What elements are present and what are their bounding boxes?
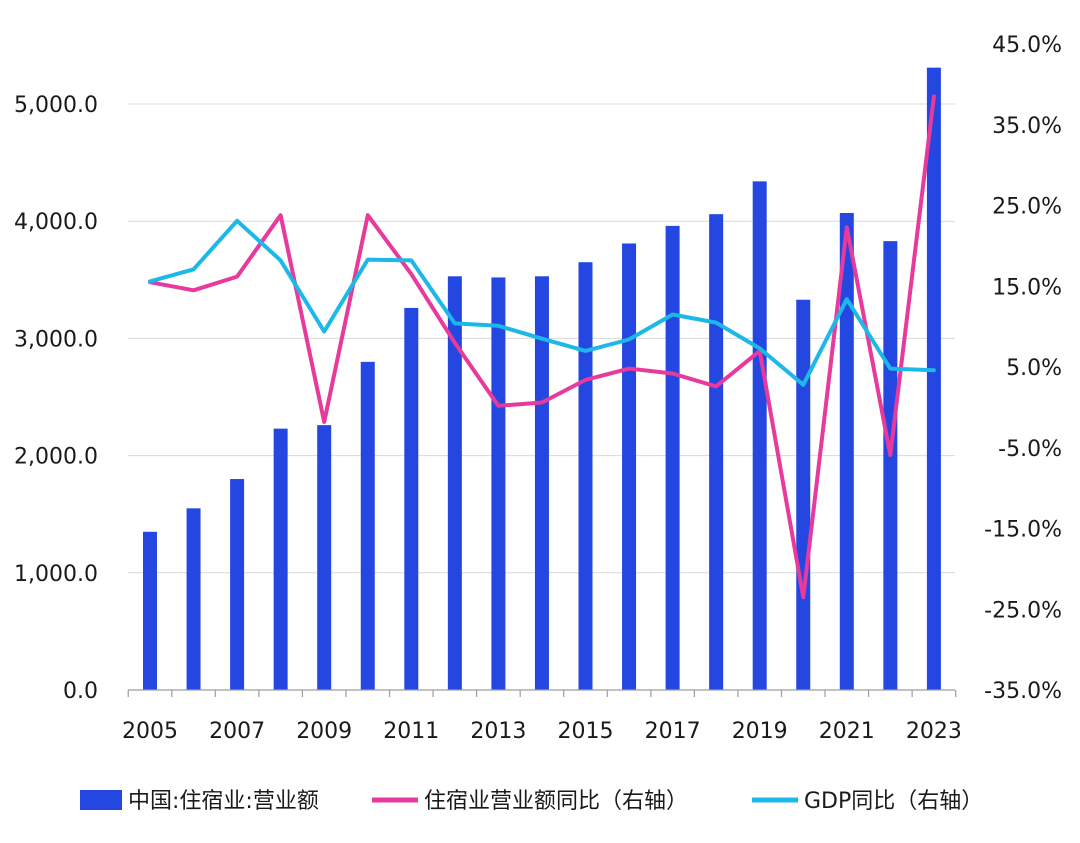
right-tick-label: 5.0%	[1006, 356, 1062, 381]
bar	[447, 276, 462, 690]
bar	[926, 67, 941, 691]
left-tick-label: 5,000.0	[14, 93, 98, 118]
right-tick-label: -35.0%	[984, 679, 1062, 704]
legend-label: 住宿业营业额同比（右轴）	[424, 789, 688, 814]
bar	[622, 243, 637, 690]
x-tick-label: 2023	[906, 719, 962, 744]
legend-label: 中国:住宿业:营业额	[128, 789, 319, 814]
x-tick-label: 2015	[558, 719, 614, 744]
left-tick-label: 0.0	[63, 679, 98, 704]
right-tick-label: -25.0%	[984, 598, 1062, 623]
legend: 中国:住宿业:营业额 住宿业营业额同比（右轴） GDP同比（右轴）	[80, 789, 983, 814]
bar	[883, 241, 898, 690]
bar	[360, 361, 375, 690]
bar	[665, 225, 680, 690]
bar	[317, 425, 332, 690]
left-tick-label: 1,000.0	[14, 562, 98, 587]
bar	[839, 212, 854, 690]
bar	[491, 277, 506, 690]
line-series	[148, 94, 936, 600]
x-tick-label: 2011	[383, 719, 439, 744]
bar	[143, 531, 157, 690]
x-tick-label: 2017	[645, 719, 701, 744]
x-tick-label: 2021	[819, 719, 875, 744]
right-tick-label: 15.0%	[992, 275, 1062, 300]
bar	[230, 479, 245, 690]
right-tick-label: -5.0%	[998, 437, 1062, 462]
line-series-path	[148, 218, 936, 387]
left-tick-label: 3,000.0	[14, 327, 98, 352]
bar	[404, 307, 419, 690]
axes	[127, 689, 957, 697]
x-tick-label: 2005	[122, 719, 178, 744]
bar	[752, 181, 767, 691]
right-tick-label: 35.0%	[992, 114, 1062, 139]
x-axis-ticks: 2005 2007 2009 2011 2013 2015 2017 2019 2021 2023	[122, 719, 962, 744]
bar	[273, 428, 288, 690]
bar	[186, 508, 201, 690]
right-tick-label: 25.0%	[992, 195, 1062, 220]
legend-swatch-bar	[80, 790, 122, 810]
x-tick-label: 2007	[209, 719, 265, 744]
bar-series	[143, 67, 941, 691]
left-tick-label: 2,000.0	[14, 445, 98, 470]
x-tick-label: 2009	[296, 719, 352, 744]
bar	[709, 214, 724, 690]
x-tick-label: 2019	[732, 719, 788, 744]
line-series-path	[148, 94, 936, 600]
right-axis-ticks: -35.0% -25.0% -15.0% -5.0% 5.0% 15.0% 25.0% 35.…	[984, 33, 1062, 704]
left-tick-label: 4,000.0	[14, 210, 98, 235]
right-tick-label: 45.0%	[992, 33, 1062, 58]
bar	[534, 276, 549, 690]
bar	[796, 299, 811, 690]
legend-label: GDP同比（右轴）	[804, 789, 983, 814]
right-tick-label: -15.0%	[984, 518, 1062, 543]
left-axis-ticks: 0.0 1,000.0 2,000.0 3,000.0 4,000.0 5,000.0	[14, 93, 98, 704]
bar	[578, 262, 593, 690]
x-tick-label: 2013	[470, 719, 526, 744]
